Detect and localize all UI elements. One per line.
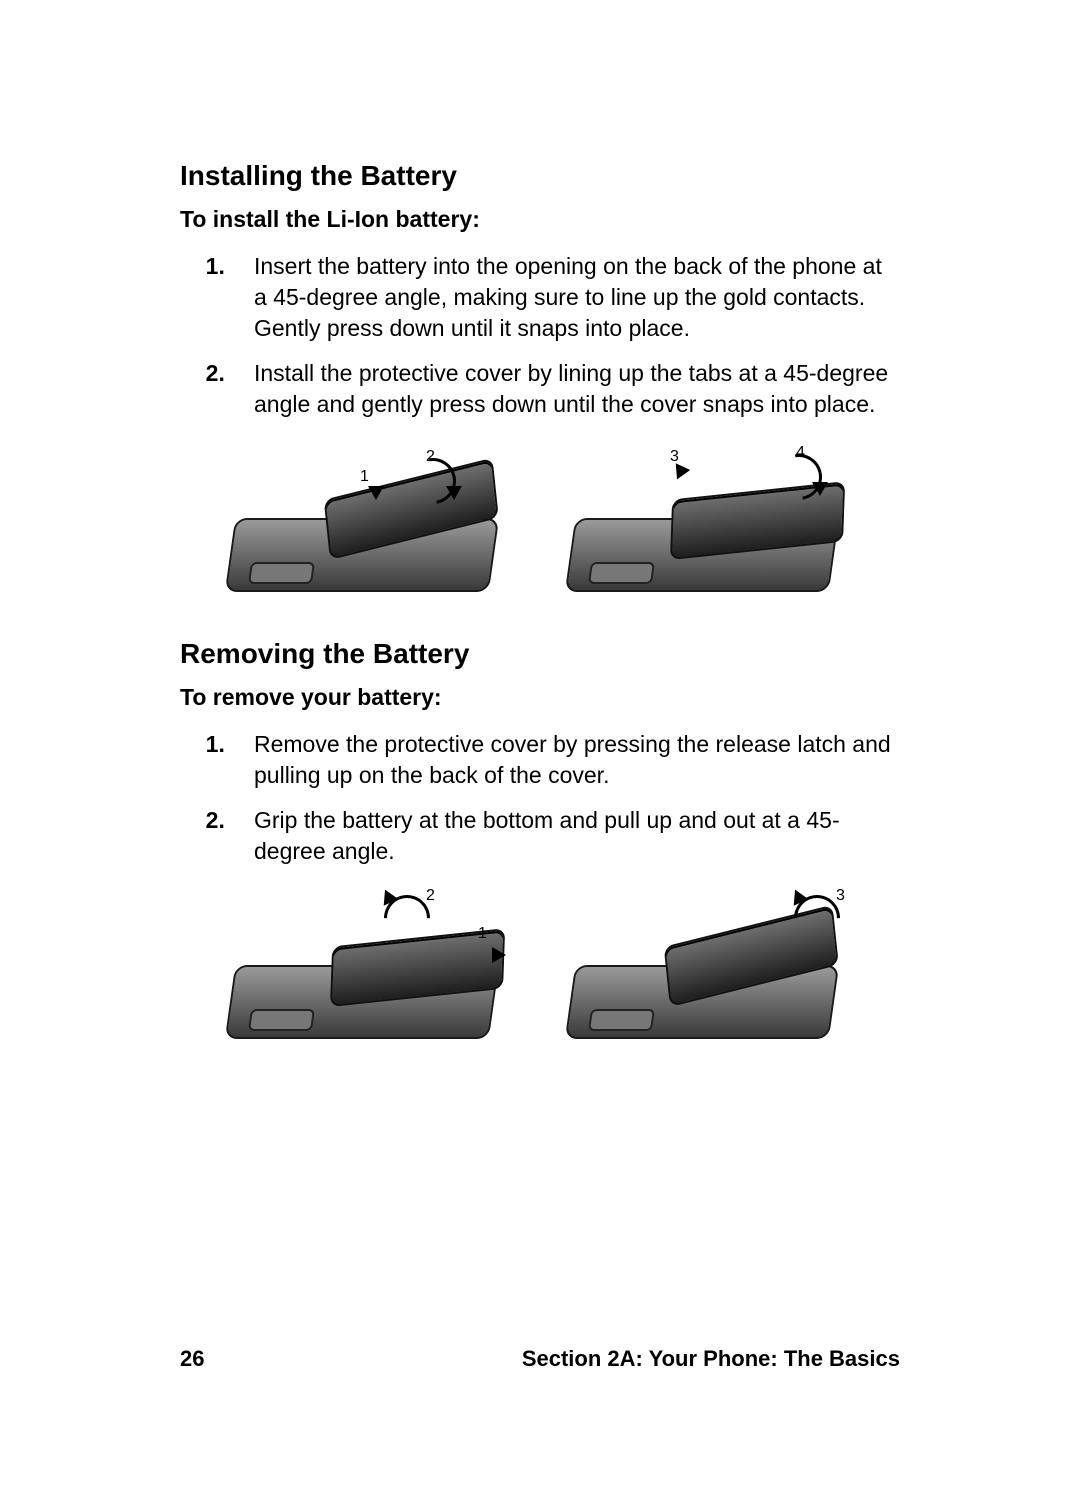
callout-r1: 1: [478, 925, 487, 943]
steps-install: Insert the battery into the opening on t…: [180, 251, 900, 420]
remove-figure-b: 3: [560, 895, 860, 1045]
heading-install: Installing the Battery: [180, 160, 900, 192]
steps-remove: Remove the protective cover by pressing …: [180, 729, 900, 867]
install-figure-b: 3 4: [560, 448, 860, 598]
callout-r2: 2: [426, 887, 435, 905]
page-footer: 26 Section 2A: Your Phone: The Basics: [0, 1346, 1080, 1372]
subhead-install: To install the Li-Ion battery:: [180, 206, 900, 233]
manual-page: Installing the Battery To install the Li…: [0, 0, 1080, 1512]
arrow-down-icon: [812, 482, 828, 496]
install-step-2: Install the protective cover by lining u…: [244, 358, 900, 420]
arrow-down-icon: [446, 486, 462, 500]
install-figure-row: 1 2 3 4: [180, 448, 900, 598]
arrow-down-icon: [368, 486, 384, 500]
remove-step-2: Grip the battery at the bottom and pull …: [244, 805, 900, 867]
remove-figure-row: 2 1 3: [180, 895, 900, 1045]
install-step-1: Insert the battery into the opening on t…: [244, 251, 900, 344]
subhead-remove: To remove your battery:: [180, 684, 900, 711]
remove-figure-a: 2 1: [220, 895, 520, 1045]
page-number: 26: [180, 1346, 204, 1372]
callout-1: 1: [360, 468, 369, 486]
install-figure-a: 1 2: [220, 448, 520, 598]
callout-r3: 3: [836, 887, 845, 905]
arrow-right-icon: [492, 947, 506, 963]
section-label: Section 2A: Your Phone: The Basics: [522, 1346, 900, 1372]
remove-step-1: Remove the protective cover by pressing …: [244, 729, 900, 791]
arrow-down-icon: [670, 464, 690, 483]
heading-remove: Removing the Battery: [180, 638, 900, 670]
